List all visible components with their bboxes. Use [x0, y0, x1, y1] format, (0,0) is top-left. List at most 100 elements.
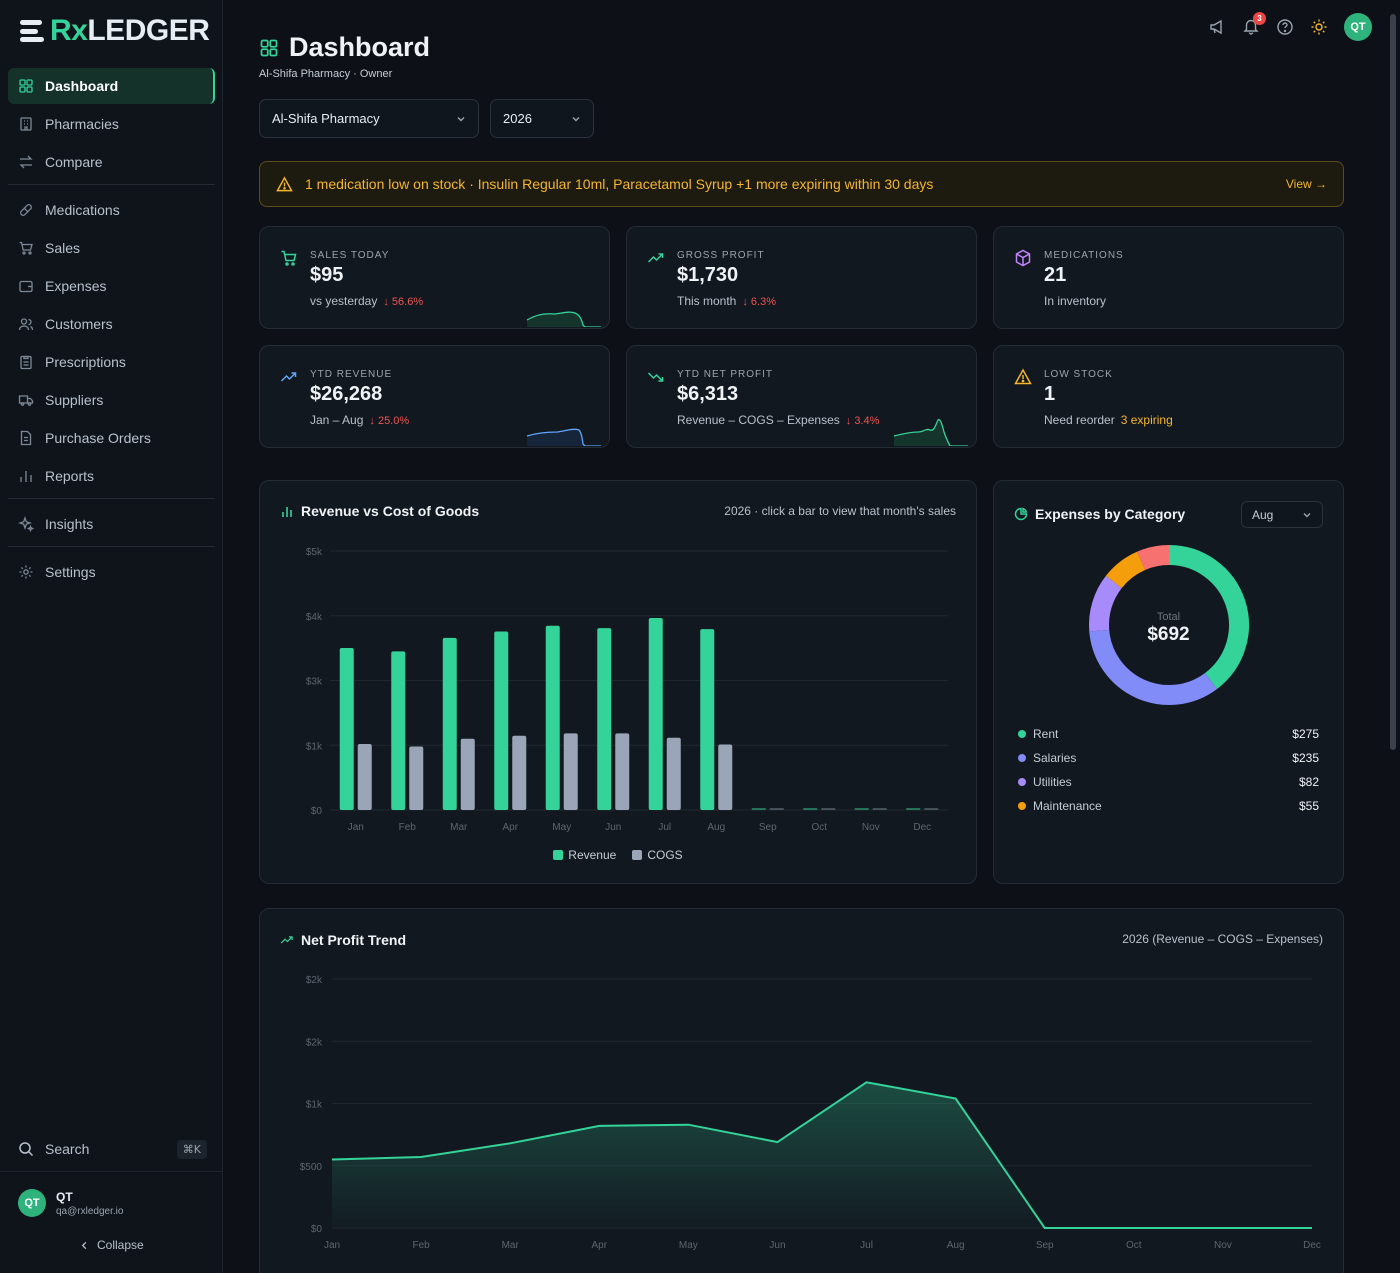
- panel-title: Expenses by Category: [1014, 506, 1185, 522]
- low-stock-card[interactable]: LOW STOCK 1 Need reorder 3 expiring: [993, 345, 1344, 448]
- stat-footnote: In inventory: [1044, 294, 1107, 308]
- donut-slice-utilities[interactable]: [1089, 575, 1122, 632]
- collapse-sidebar-button[interactable]: Collapse: [80, 1238, 144, 1252]
- avatar: QT: [18, 1189, 46, 1217]
- sidebar-item-label: Expenses: [45, 278, 107, 294]
- expense-legend-row[interactable]: Utilities $82: [1018, 774, 1319, 790]
- grid-icon: [260, 39, 278, 56]
- user-avatar-button[interactable]: QT: [1344, 13, 1372, 41]
- page-scrollbar[interactable]: [1390, 14, 1396, 750]
- bar-cogs-aug[interactable]: [718, 744, 733, 810]
- bar-revenue-jun[interactable]: [597, 628, 612, 810]
- expense-category-name: Salaries: [1033, 751, 1077, 765]
- sidebar-item-label: Medications: [45, 202, 120, 218]
- help-icon[interactable]: [1276, 18, 1294, 36]
- sidebar-item-sales[interactable]: Sales: [8, 230, 215, 266]
- ytd-revenue-card[interactable]: YTD REVENUE $26,268 Jan – Aug ↓ 25.0%: [259, 345, 610, 448]
- sidebar-item-prescriptions[interactable]: Prescriptions: [8, 344, 215, 380]
- sidebar-item-reports[interactable]: Reports: [8, 458, 215, 494]
- sidebar-item-customers[interactable]: Customers: [8, 306, 215, 342]
- user-name: QT: [56, 1189, 73, 1204]
- warning-icon: [1014, 368, 1032, 385]
- sidebar-item-purchase-orders[interactable]: Purchase Orders: [8, 420, 215, 456]
- year-select[interactable]: 2026: [490, 99, 594, 138]
- sidebar-item-insights[interactable]: Insights: [8, 506, 215, 542]
- sun-icon[interactable]: [1310, 18, 1328, 36]
- bar-revenue-apr[interactable]: [494, 631, 509, 810]
- donut-slice-maintenance[interactable]: [1105, 551, 1146, 589]
- notifications-button[interactable]: 3: [1242, 11, 1266, 38]
- x-tick-label: Apr: [502, 822, 518, 833]
- pharmacy-select[interactable]: Al-Shifa Pharmacy: [259, 99, 479, 138]
- brand-name: RxLEDGER: [50, 14, 210, 47]
- donut-slice-rent[interactable]: [1168, 545, 1249, 689]
- bar-cogs-mar[interactable]: [460, 738, 475, 810]
- x-tick-label: Mar: [502, 1240, 520, 1251]
- bar-cogs-apr[interactable]: [512, 735, 527, 810]
- chevron-down-icon: [572, 116, 580, 121]
- expenses-donut-chart[interactable]: [994, 521, 1345, 761]
- donut-slice-other[interactable]: [1137, 545, 1170, 571]
- stat-label: LOW STOCK: [1044, 369, 1113, 380]
- expense-category-name: Rent: [1033, 727, 1059, 741]
- stat-delta: ↓ 3.4%: [845, 415, 880, 427]
- bar-revenue-may[interactable]: [545, 625, 560, 810]
- sidebar-search-button[interactable]: Search ⌘K: [8, 1131, 215, 1167]
- stat-value: 21: [1044, 264, 1067, 286]
- expense-legend-row[interactable]: Maintenance $55: [1018, 798, 1319, 814]
- stat-value: $26,268: [310, 383, 383, 405]
- bar-cogs-may[interactable]: [563, 733, 578, 810]
- building-icon: [20, 117, 32, 131]
- expense-month-select[interactable]: Aug: [1241, 501, 1323, 528]
- brand-logo[interactable]: RxLEDGER: [20, 14, 210, 48]
- medications-card[interactable]: MEDICATIONS 21 In inventory: [993, 226, 1344, 329]
- ytd-net-profit-card[interactable]: YTD NET PROFIT $6,313 Revenue – COGS – E…: [626, 345, 977, 448]
- bar-cogs-jan[interactable]: [357, 744, 372, 810]
- sales-today-card[interactable]: SALES TODAY $95 vs yesterday ↓ 56.6%: [259, 226, 610, 329]
- expense-legend-row[interactable]: Salaries $235: [1018, 750, 1319, 766]
- bar-revenue-mar[interactable]: [442, 637, 457, 810]
- x-tick-label: Feb: [412, 1240, 430, 1251]
- bar-cogs-jun[interactable]: [615, 733, 630, 810]
- panel-note: 2026 · click a bar to view that month's …: [724, 504, 956, 518]
- megaphone-icon[interactable]: [1208, 18, 1226, 36]
- bar-revenue-jan[interactable]: [339, 648, 354, 810]
- x-tick-label: Sep: [1036, 1240, 1054, 1251]
- net-profit-area-chart[interactable]: $0 $500 $1k $2k $2k Jan Feb Mar Apr May Jun Jul Aug S…: [260, 909, 1345, 1273]
- bar-revenue-aug[interactable]: [700, 629, 715, 810]
- sidebar-item-medications[interactable]: Medications: [8, 192, 215, 228]
- legend-revenue[interactable]: Revenue: [553, 848, 616, 862]
- sidebar-item-dashboard[interactable]: Dashboard: [8, 68, 215, 104]
- sidebar-item-compare[interactable]: Compare: [8, 144, 215, 180]
- sidebar-item-pharmacies[interactable]: Pharmacies: [8, 106, 215, 142]
- bar-revenue-jul[interactable]: [648, 617, 663, 810]
- panel-note: 2026 (Revenue – COGS – Expenses): [1122, 932, 1323, 946]
- user-profile[interactable]: QT QT qa@rxledger.io: [18, 1189, 123, 1217]
- bar-revenue-feb[interactable]: [391, 651, 406, 810]
- cart-icon: [281, 250, 297, 266]
- stat-label: YTD REVENUE: [310, 369, 393, 380]
- bar-cogs-feb[interactable]: [409, 746, 424, 810]
- gear-icon: [19, 565, 33, 579]
- top-toolbar: 3 QT: [1208, 11, 1372, 41]
- gross-profit-card[interactable]: GROSS PROFIT $1,730 This month ↓ 6.3%: [626, 226, 977, 329]
- clipboard-icon: [20, 355, 32, 370]
- x-tick-label: Feb: [399, 822, 417, 833]
- revenue-bar-chart[interactable]: $0 $1k $3k $4k $5k Jan Feb Mar Apr May Jun Jul Aug Se…: [260, 481, 978, 885]
- sidebar-item-suppliers[interactable]: Suppliers: [8, 382, 215, 418]
- notification-count-badge: 3: [1253, 11, 1266, 25]
- net-profit-line[interactable]: [331, 1081, 1312, 1229]
- expense-legend-row[interactable]: Rent $275: [1018, 726, 1319, 742]
- donut-slice-salaries[interactable]: [1089, 629, 1218, 705]
- bar-cogs-jul[interactable]: [666, 737, 681, 810]
- search-icon: [19, 1142, 34, 1157]
- alert-view-link[interactable]: View →: [1285, 177, 1327, 191]
- panel-title: Net Profit Trend: [280, 932, 406, 948]
- sidebar-item-expenses[interactable]: Expenses: [8, 268, 215, 304]
- legend-cogs[interactable]: COGS: [632, 848, 683, 862]
- sidebar-item-settings[interactable]: Settings: [8, 554, 215, 590]
- ytd-net-profit-sparkline: [893, 418, 968, 446]
- stat-label: YTD NET PROFIT: [677, 369, 774, 380]
- y-tick-label: $1k: [306, 741, 323, 752]
- pharmacy-select-value: Al-Shifa Pharmacy: [272, 111, 380, 126]
